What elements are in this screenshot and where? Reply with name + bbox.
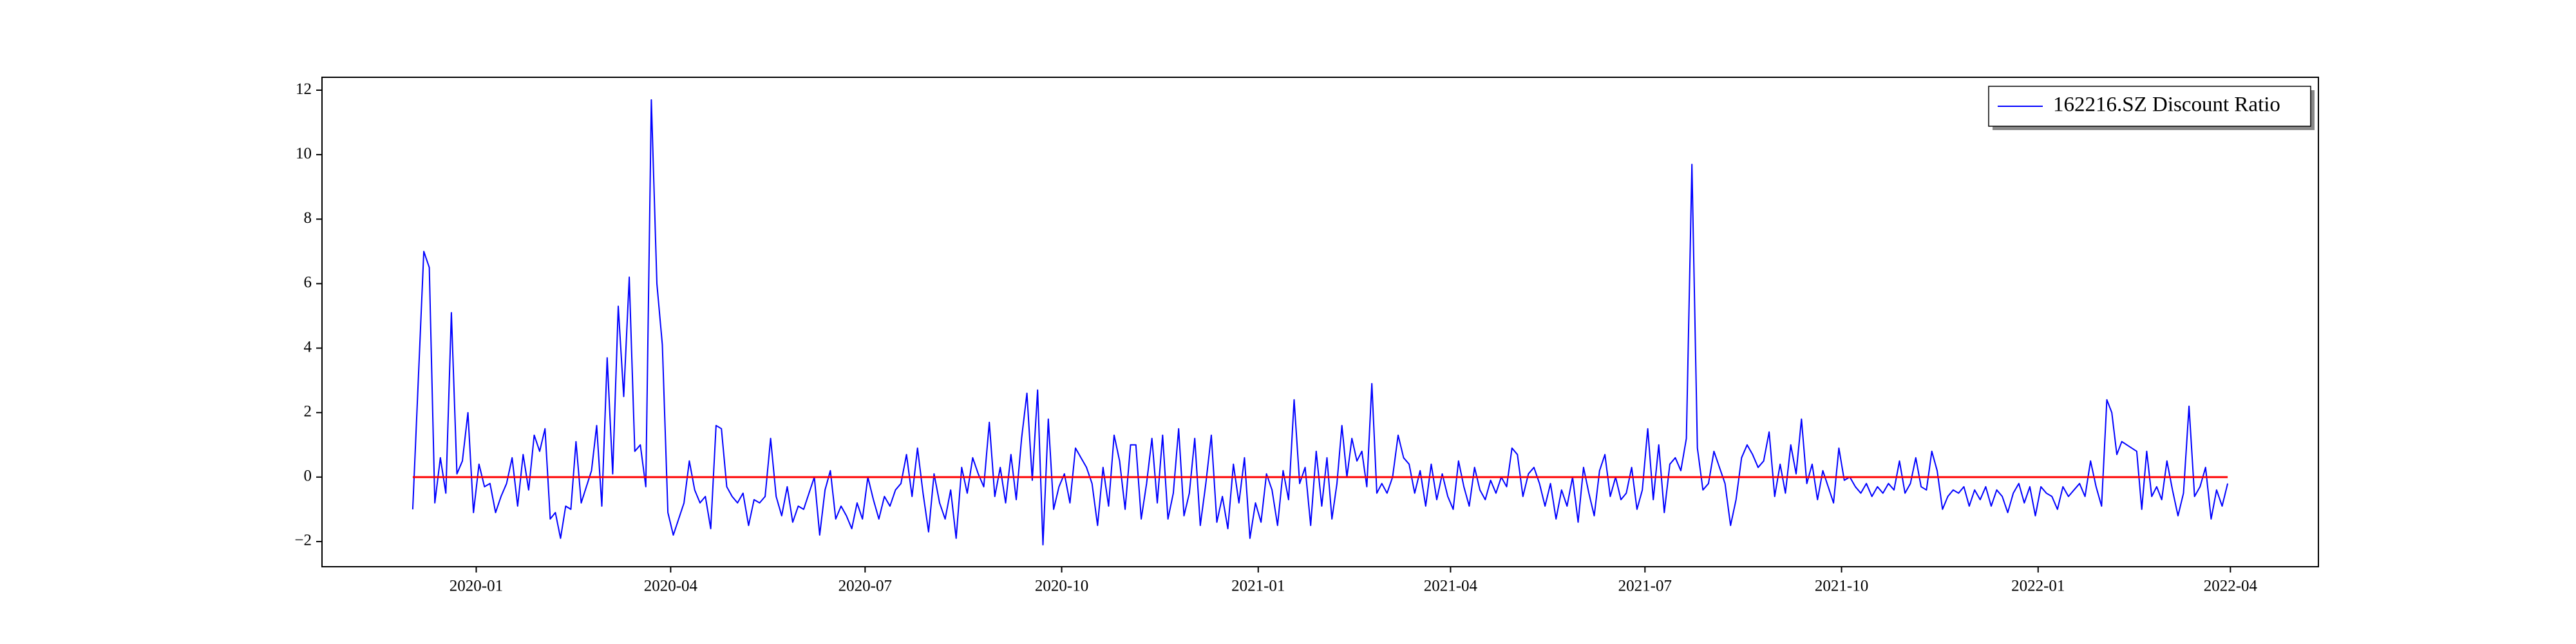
y-tick-label: 4 [304,338,312,355]
axes-frame [321,77,2319,567]
y-tick-label: −2 [294,532,312,549]
y-tick-label: 10 [296,145,312,162]
x-tick-label: 2020-07 [838,578,892,595]
x-tick-label: 2020-10 [1035,578,1088,595]
y-tick-label: 6 [304,274,312,291]
legend-label: 162216.SZ Discount Ratio [2053,93,2280,117]
x-tick-label: 2020-01 [450,578,503,595]
y-tick-label: 12 [296,80,312,98]
y-tick-label: 0 [304,468,312,485]
x-tick-label: 2020-04 [644,578,698,595]
x-tick-label: 2021-04 [1424,578,1478,595]
x-tick-label: 2022-04 [2204,578,2258,595]
y-tick-label: 8 [304,209,312,227]
x-tick-label: 2021-07 [1618,578,1672,595]
x-tick-label: 2022-01 [2011,578,2065,595]
y-tick-label: 2 [304,402,312,420]
x-tick-label: 2021-10 [1815,578,1868,595]
data-line [412,99,2229,545]
legend: 162216.SZ Discount Ratio [1988,86,2315,130]
x-tick-label: 2021-01 [1231,578,1285,595]
